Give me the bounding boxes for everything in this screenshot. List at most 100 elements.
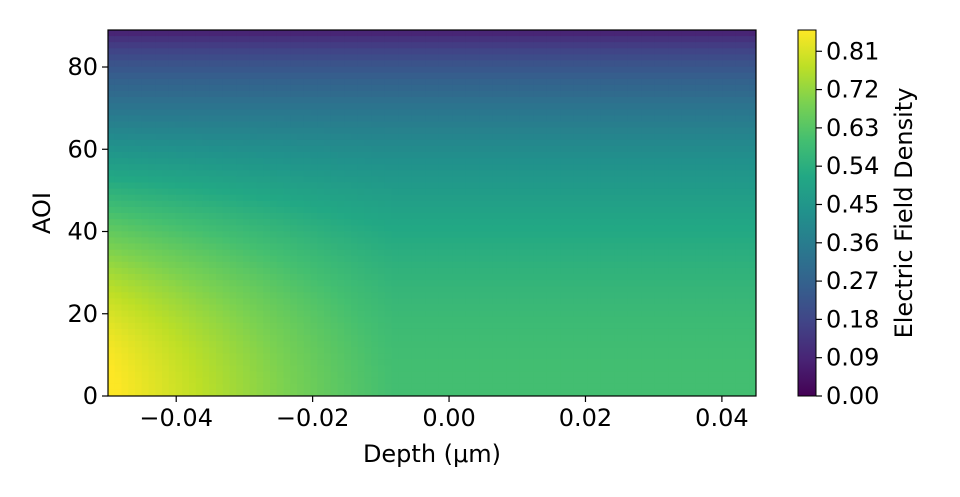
- heatmap-cell: [621, 365, 629, 373]
- heatmap-cell: [432, 328, 440, 336]
- heatmap-cell: [607, 60, 615, 68]
- heatmap-cell: [587, 310, 595, 318]
- heatmap-cell: [263, 182, 271, 190]
- heatmap-cell: [216, 170, 224, 177]
- heatmap-cell: [229, 225, 237, 232]
- heatmap-cell: [627, 286, 636, 293]
- heatmap-cell: [270, 121, 278, 129]
- heatmap-cell: [195, 188, 204, 196]
- heatmap-cell: [634, 371, 642, 379]
- heatmap-cell: [492, 359, 501, 367]
- heatmap-cell: [371, 91, 379, 98]
- heatmap-cell: [405, 365, 413, 373]
- heatmap-cell: [587, 97, 595, 104]
- heatmap-cell: [573, 78, 582, 86]
- heatmap-cell: [344, 158, 352, 165]
- heatmap-cell: [189, 231, 197, 238]
- heatmap-cell: [425, 158, 433, 165]
- heatmap-cell: [411, 335, 420, 342]
- heatmap-cell: [236, 213, 244, 220]
- heatmap-cell: [290, 310, 298, 318]
- heatmap-cell: [270, 158, 278, 165]
- heatmap-cell: [114, 133, 123, 141]
- heatmap-cell: [168, 30, 177, 37]
- heatmap-cell: [594, 115, 602, 123]
- heatmap-cell: [310, 359, 318, 367]
- heatmap-cell: [371, 371, 379, 379]
- heatmap-cell: [135, 365, 143, 373]
- heatmap-cell: [202, 182, 210, 190]
- heatmap-cell: [303, 213, 312, 220]
- heatmap-cell: [533, 255, 541, 263]
- heatmap-cell: [472, 304, 480, 312]
- heatmap-cell: [384, 237, 393, 245]
- heatmap-cell: [182, 182, 190, 190]
- heatmap-cell: [567, 78, 575, 86]
- heatmap-cell: [465, 60, 474, 68]
- heatmap-cell: [418, 261, 426, 269]
- heatmap-cell: [634, 249, 642, 257]
- heatmap-cell: [418, 335, 426, 342]
- heatmap-cell: [283, 121, 291, 129]
- heatmap-cell: [297, 194, 305, 202]
- heatmap-cell: [499, 231, 507, 238]
- heatmap-cell: [283, 298, 291, 306]
- heatmap-cell: [432, 261, 440, 269]
- heatmap-cell: [256, 139, 264, 147]
- heatmap-cell: [236, 304, 244, 312]
- heatmap-cell: [135, 280, 143, 287]
- heatmap-cell: [189, 249, 197, 257]
- heatmap-cell: [297, 127, 305, 135]
- heatmap-cell: [175, 158, 183, 165]
- heatmap-cell: [634, 255, 642, 263]
- heatmap-cell: [479, 213, 487, 220]
- heatmap-cell: [627, 200, 636, 208]
- heatmap-cell: [398, 249, 406, 257]
- heatmap-cell: [614, 213, 622, 220]
- heatmap-cell: [567, 36, 575, 43]
- heatmap-cell: [175, 267, 183, 275]
- heatmap-cell: [513, 298, 521, 306]
- heatmap-cell: [236, 237, 244, 245]
- heatmap-cell: [290, 249, 298, 257]
- heatmap-cell: [256, 213, 264, 220]
- heatmap-cell: [459, 322, 467, 330]
- heatmap-cell: [418, 182, 426, 190]
- heatmap-cell: [472, 200, 480, 208]
- heatmap-cell: [432, 231, 440, 238]
- heatmap-cell: [310, 206, 318, 214]
- heatmap-cell: [648, 237, 656, 245]
- heatmap-cell: [216, 72, 224, 80]
- heatmap-cell: [330, 249, 339, 257]
- heatmap-cell: [486, 158, 494, 165]
- heatmap-cell: [654, 274, 663, 281]
- heatmap-cell: [553, 267, 561, 275]
- heatmap-cell: [452, 115, 460, 123]
- heatmap-cell: [351, 78, 359, 86]
- heatmap-cell: [364, 152, 372, 159]
- heatmap-cell: [222, 371, 231, 379]
- heatmap-cell: [600, 42, 609, 49]
- heatmap-cell: [533, 280, 541, 287]
- heatmap-cell: [492, 335, 501, 342]
- heatmap-cell: [276, 42, 285, 49]
- heatmap-cell: [209, 103, 217, 110]
- heatmap-cell: [540, 145, 548, 153]
- heatmap-cell: [418, 231, 426, 238]
- heatmap-cell: [330, 347, 339, 354]
- heatmap-cell: [607, 280, 615, 287]
- heatmap-cell: [128, 182, 136, 190]
- heatmap-cell: [648, 42, 656, 49]
- heatmap-cell: [297, 42, 305, 49]
- heatmap-cell: [486, 84, 494, 92]
- heatmap-cell: [405, 213, 413, 220]
- heatmap-cell: [438, 42, 447, 49]
- heatmap-cell: [324, 139, 332, 147]
- heatmap-cell: [324, 371, 332, 379]
- heatmap-cell: [398, 255, 406, 263]
- heatmap-cell: [580, 206, 588, 214]
- heatmap-cell: [648, 341, 656, 348]
- heatmap-cell: [540, 36, 548, 43]
- heatmap-cell: [627, 365, 636, 373]
- heatmap-cell: [607, 145, 615, 153]
